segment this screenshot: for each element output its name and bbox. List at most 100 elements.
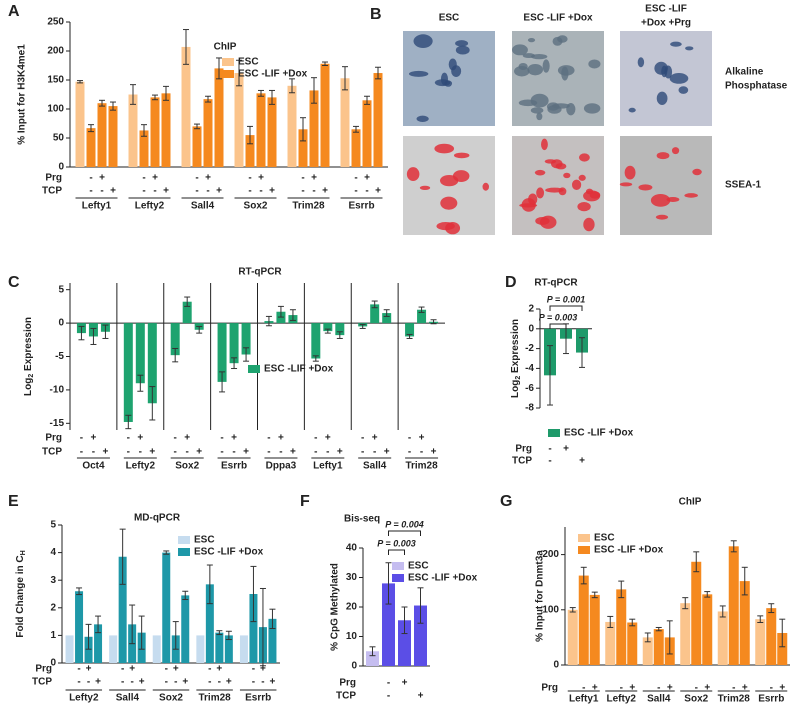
x-tick-label: Oct4: [82, 461, 105, 472]
significance-label: P = 0.003: [539, 312, 577, 322]
treatment-mark: +: [137, 433, 143, 444]
cell-colony: [678, 86, 689, 94]
treatment-mark: -: [220, 447, 223, 458]
bar: [728, 546, 739, 665]
bar: [351, 129, 361, 167]
cell-colony: [656, 152, 670, 160]
row-label: Phosphatase: [725, 81, 788, 92]
cell-colony: [552, 103, 570, 109]
legend-swatch: [392, 574, 404, 582]
treatment-label: Prg: [45, 173, 62, 184]
treatment-mark: +: [243, 447, 249, 458]
treatment-mark: -: [314, 447, 317, 458]
y-tick-label: 100: [47, 104, 64, 115]
cell-colony: [583, 103, 601, 114]
bar: [84, 636, 93, 663]
legend-swatch: [178, 548, 190, 556]
cell-colony: [434, 79, 451, 87]
treatment-mark: +: [173, 664, 179, 675]
bar: [382, 583, 395, 666]
cell-colony: [530, 53, 548, 60]
y-axis-label-part: Log: [510, 380, 521, 398]
bar: [417, 309, 427, 324]
x-tick-label: Sall4: [116, 693, 140, 704]
legend-label: ESC -LIF +Dox: [594, 545, 664, 556]
x-tick-label: Lefty2: [135, 201, 165, 212]
treatment-label: Prg: [541, 683, 558, 694]
treatment-mark: +: [216, 664, 222, 675]
treatment-mark: -: [89, 173, 92, 184]
treatment-mark: -: [174, 447, 177, 458]
cell-colony: [555, 163, 567, 170]
treatment-mark: -: [387, 691, 390, 702]
treatment-mark: +: [270, 677, 276, 688]
treatment-mark: +: [563, 444, 569, 455]
treatment-mark: +: [667, 683, 673, 694]
legend-swatch: [578, 534, 590, 542]
treatment-mark: -: [142, 186, 145, 197]
bar: [241, 323, 251, 355]
bar: [215, 632, 224, 663]
treatment-mark: +: [337, 447, 343, 458]
cell-colony: [561, 66, 569, 81]
cell-colony: [512, 44, 528, 56]
treatment-mark: -: [314, 433, 317, 444]
treatment-mark: -: [312, 186, 315, 197]
treatment-mark: +: [95, 677, 101, 688]
bar: [97, 103, 107, 167]
bar: [162, 552, 171, 663]
legend-label: ESC -LIF +Dox: [264, 364, 334, 375]
treatment-mark: -: [100, 186, 103, 197]
treatment-label: TCP: [42, 447, 62, 458]
cell-colony: [534, 169, 546, 176]
chart-title: MD-qPCR: [134, 513, 181, 524]
bar: [192, 126, 202, 167]
y-tick-label: 4: [50, 547, 56, 558]
treatment-mark: -: [206, 186, 209, 197]
legend-label: ESC: [194, 535, 215, 546]
bar: [109, 635, 118, 663]
cell-colony: [650, 193, 671, 207]
column-header: ESC: [439, 13, 460, 24]
bar: [370, 304, 380, 324]
treatment-mark: -: [87, 677, 90, 688]
chart-title: RT-qPCR: [534, 278, 578, 289]
treatment-mark: -: [186, 447, 189, 458]
y-tick-label: 3: [50, 575, 56, 586]
cell-colony: [552, 36, 563, 46]
y-tick-label: -6: [525, 383, 534, 394]
cell-colony: [669, 73, 689, 84]
cell-colony: [656, 91, 668, 105]
y-axis-label-part: Expression: [23, 317, 34, 374]
treatment-mark: +: [372, 433, 378, 444]
panel-letter: B: [370, 6, 382, 23]
x-tick-label: Trim28: [718, 694, 751, 705]
cell-colony: [542, 59, 550, 73]
panel-letter: G: [500, 493, 512, 510]
cell-colony: [664, 65, 673, 79]
y-axis-label-part: 2: [28, 374, 35, 378]
cell-colony: [578, 174, 586, 181]
treatment-label: TCP: [336, 691, 356, 702]
y-tick-label: 2: [50, 602, 56, 613]
treatment-mark: -: [248, 173, 251, 184]
bar: [642, 637, 653, 665]
x-tick-label: Trim28: [198, 693, 231, 704]
y-tick-label: 5: [50, 520, 56, 531]
cell-colony: [638, 184, 653, 191]
treatment-label: TCP: [512, 456, 532, 467]
cell-colony: [579, 153, 590, 162]
treatment-mark: +: [311, 173, 317, 184]
y-tick-label: 200: [47, 46, 64, 57]
y-tick-label: 40: [346, 543, 358, 554]
bar: [267, 97, 277, 167]
cell-colony: [583, 217, 595, 232]
row-label: Alkaline: [725, 67, 764, 78]
cell-colony: [684, 193, 698, 198]
bar: [717, 611, 728, 665]
cell-colony: [685, 46, 694, 51]
bar: [181, 595, 190, 663]
treatment-mark: -: [326, 447, 329, 458]
treatment-mark: -: [127, 447, 130, 458]
cell-colony: [527, 63, 544, 76]
